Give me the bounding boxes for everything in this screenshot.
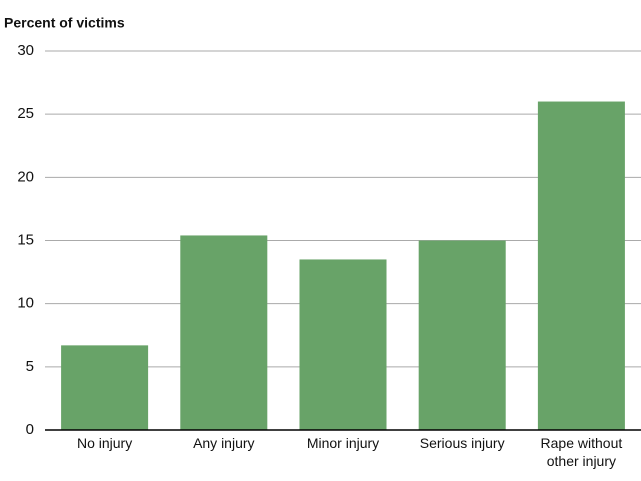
y-tick-label: 10 [17,295,34,312]
y-tick-label: 30 [17,42,34,59]
x-tick-label: Rape without other injury [540,435,623,469]
bar [418,240,506,430]
bar [61,345,149,430]
x-tick-label: Any injury [193,435,255,451]
y-tick-label: 15 [17,231,34,248]
x-tick-label: Serious injury [419,435,505,451]
bar [537,101,625,431]
bar [180,235,268,430]
x-tick-label: No injury [76,435,133,451]
y-tick-label: 25 [17,105,34,122]
axis-label: Percent of victims [4,15,125,31]
x-tick-label: Minor injury [306,435,380,451]
y-tick-label: 0 [26,421,34,438]
y-tick-label: 5 [26,358,34,375]
bar [299,259,387,430]
y-tick-label: 20 [17,168,34,185]
